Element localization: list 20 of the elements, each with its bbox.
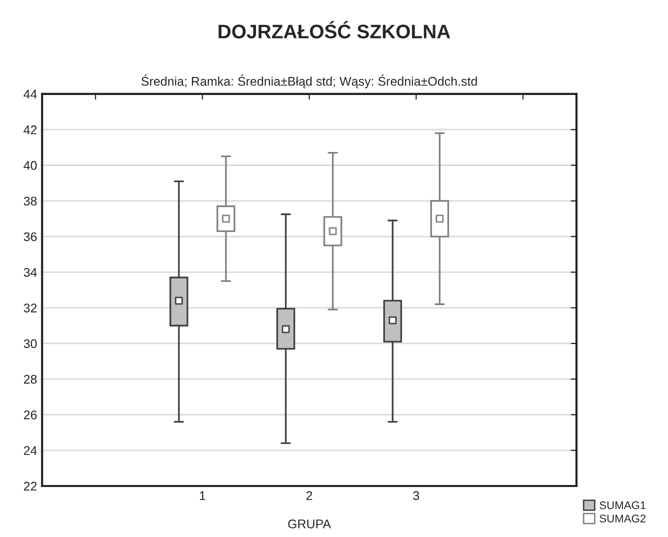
chart-subtitle: Średnia; Ramka: Średnia±Błąd std; Wąsy: Średnia±Odch.std [141,74,477,88]
y-tick-label: 38 [24,196,37,206]
y-tick-label: 42 [24,125,37,134]
y-tick-label: 32 [24,304,37,312]
y-tick-label: 44 [24,90,37,99]
y-tick-label: 28 [24,374,37,384]
chart-title: DOJRZAŁOŚĆ SZKOLNA [218,21,450,38]
y-tick-label: 24 [24,446,37,455]
x-tick-label: 1 [200,491,206,500]
x-tick-label: 3 [413,491,420,500]
y-tick-label: 22 [24,482,37,491]
y-tick-label: 30 [24,339,37,348]
x-tick-label: 2 [306,491,312,500]
x-axis-title: GRUPA [288,519,332,528]
legend-label: SUMAG2 [600,514,646,522]
legend-label: SUMAG1 [600,501,646,510]
y-tick-label: 40 [24,161,37,170]
y-tick-label: 26 [24,410,37,420]
y-tick-label: 34 [24,268,37,277]
y-tick-label: 36 [24,232,37,242]
